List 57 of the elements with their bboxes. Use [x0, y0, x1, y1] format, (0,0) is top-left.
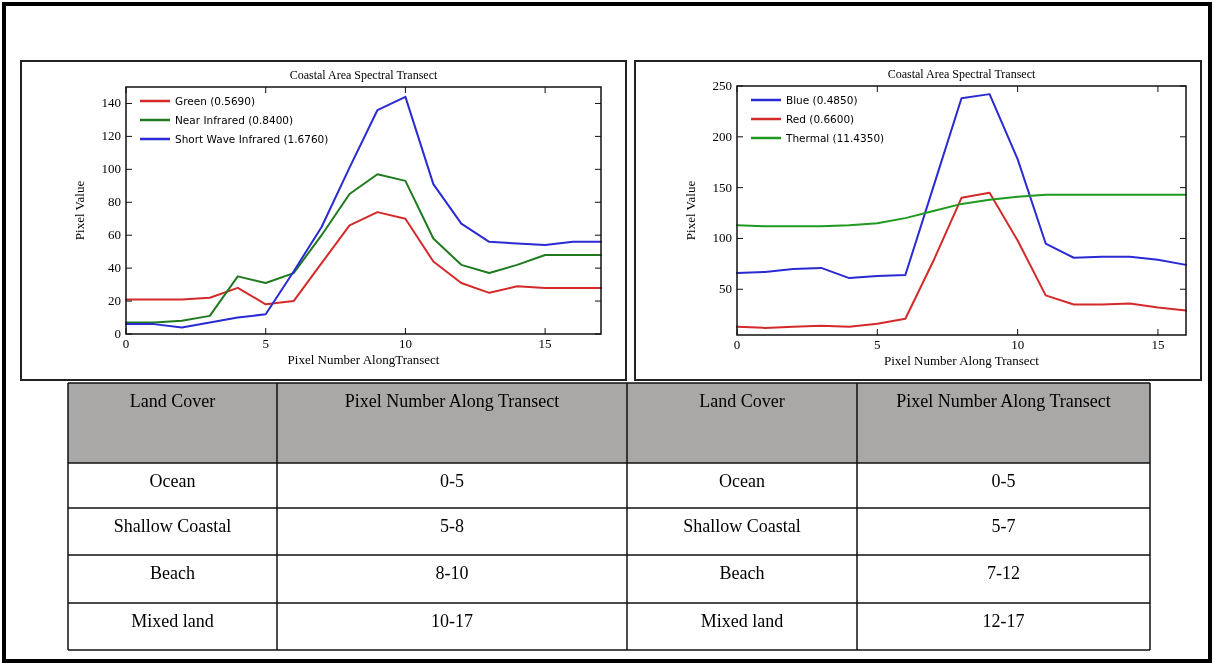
text: Beach [719, 563, 765, 583]
text: 7-12 [987, 563, 1020, 583]
y-tick-label: 40 [108, 260, 121, 276]
x-tick-label: 10 [1011, 337, 1025, 352]
text: Ocean [719, 471, 765, 491]
x-tick-label: 5 [262, 336, 269, 351]
text: Mixed land [700, 611, 784, 631]
text: Shallow Coastal [683, 516, 801, 536]
chart-title: Coastal Area Spectral Transect [887, 67, 1036, 81]
y-tick-label: 200 [712, 128, 732, 144]
text: 0-5 [991, 471, 1016, 491]
y-tick-label: 100 [712, 230, 732, 246]
text: Beach [150, 563, 195, 583]
line-series [125, 95, 602, 329]
y-tick-label: 50 [719, 281, 732, 297]
legend-label: Green (0.5690) [175, 95, 256, 107]
y-tick-label: 80 [108, 194, 121, 210]
text: Land Cover [699, 391, 785, 411]
y-tick-label: 250 [712, 78, 732, 93]
line-series [125, 211, 602, 306]
legend-label: Red (0.6600) [786, 113, 855, 125]
x-tick-label: 15 [1151, 337, 1165, 352]
chart-title: Coastal Area Spectral Transect [289, 68, 438, 82]
legend-label: Thermal (11.4350) [785, 132, 885, 144]
y-tick-label: 120 [101, 128, 121, 144]
legend-label: Blue (0.4850) [786, 94, 858, 106]
line-series [736, 191, 1187, 329]
y-tick-label: 20 [108, 293, 121, 309]
text: Land Cover [129, 391, 216, 411]
line-series [125, 173, 602, 324]
y-tick-label: 0 [114, 326, 121, 341]
text: Shallow Coastal [113, 516, 232, 536]
x-axis-title: Pixel Number AlongTransect [287, 352, 440, 367]
y-tick-label: 60 [108, 227, 121, 243]
text: Pixel Number Along Transect [896, 391, 1111, 411]
y-tick-label: 100 [101, 161, 121, 177]
text: 8-10 [435, 563, 469, 583]
y-tick-label: 150 [712, 179, 732, 195]
text: 5-7 [991, 516, 1016, 536]
line-series [736, 93, 1187, 280]
y-axis-title: Pixel Value [72, 180, 87, 241]
text: Mixed land [131, 611, 214, 631]
text: 10-17 [431, 611, 473, 631]
text: Ocean [149, 471, 196, 491]
text: 5-8 [440, 516, 464, 536]
legend-label: Short Wave Infrared (1.6760) [175, 133, 329, 145]
x-tick-label: 15 [538, 336, 552, 351]
text: 0-5 [440, 471, 464, 491]
legend-label: Near Infrared (0.8400) [175, 114, 294, 126]
x-axis-title: Pixel Number Along Transect [884, 353, 1040, 368]
text: Pixel Number Along Transect [344, 391, 560, 411]
y-axis-title: Pixel Value [683, 180, 698, 241]
line-series [736, 193, 1187, 228]
y-tick-label: 140 [101, 95, 121, 111]
x-tick-label: 10 [398, 336, 412, 351]
x-tick-label: 5 [874, 337, 881, 352]
text: 12-17 [982, 611, 1025, 631]
